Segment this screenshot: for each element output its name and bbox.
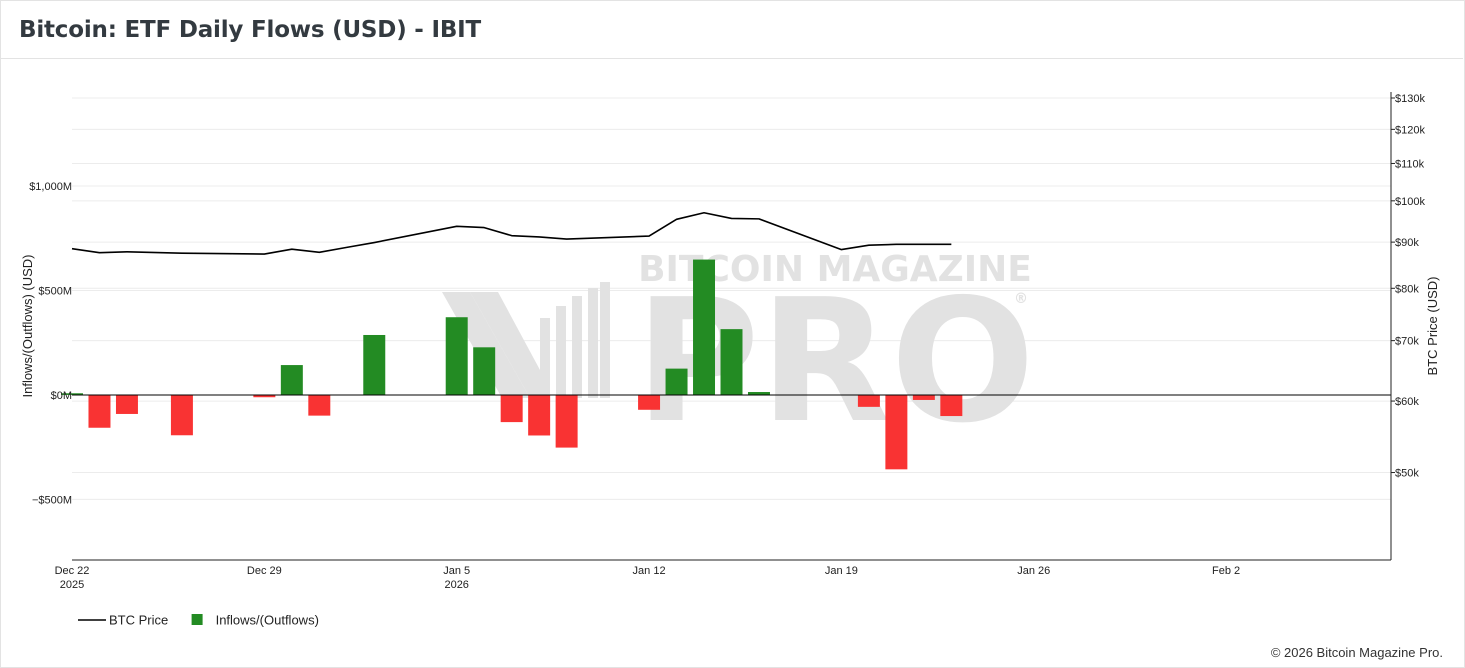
page-title: Bitcoin: ETF Daily Flows (USD) - IBIT [19, 17, 481, 43]
grid-lines [72, 97, 1391, 500]
flow-bar [720, 329, 743, 395]
flow-bar [115, 394, 138, 414]
btc-price-path [71, 211, 952, 255]
right-tick-label: $100k [1395, 196, 1425, 208]
flow-bar [747, 392, 770, 395]
flow-bar [500, 394, 523, 423]
right-axis-ticks: $130k $120k $110k $100k $90k $80k $70k $60k $50k [1391, 93, 1425, 480]
flow-bar [638, 394, 661, 410]
axes [72, 92, 1392, 561]
legend-label: Inflows/(Outflows) [216, 613, 319, 628]
left-tick-label: $1,000M [29, 181, 72, 193]
x-tick-label: Dec 29 [247, 565, 282, 577]
x-tick-label: Dec 22 [55, 565, 90, 577]
legend[interactable]: BTC Price Inflows/(Outflows) [78, 613, 319, 628]
chart-header: Bitcoin: ETF Daily Flows (USD) - IBIT [0, 0, 1463, 59]
x-tick-year: 2025 [60, 579, 84, 591]
flow-bar [528, 394, 551, 436]
flow-bar [363, 334, 386, 395]
legend-label: BTC Price [109, 613, 168, 628]
flow-bar [693, 259, 716, 395]
x-tick-year: 2026 [444, 579, 468, 591]
right-tick-label: $110k [1395, 158, 1425, 170]
right-tick-label: $90k [1395, 237, 1419, 249]
x-axis-ticks: Dec 22 2025 Dec 29 Jan 5 2026 Jan 12 Jan 19 Jan… [55, 565, 1241, 591]
right-tick-label: $60k [1395, 396, 1419, 408]
x-tick-label: Jan 26 [1017, 565, 1050, 577]
flow-bar [445, 317, 468, 395]
flow-bar [912, 394, 935, 400]
btc-price-line [71, 211, 952, 255]
flow-bar [170, 394, 193, 436]
flow-bar [857, 394, 880, 407]
flow-bar [940, 394, 963, 417]
right-tick-label: $80k [1395, 283, 1419, 295]
x-tick-label: Feb 2 [1212, 565, 1240, 577]
legend-item-btc-price[interactable]: BTC Price [78, 613, 168, 628]
flow-bar [280, 365, 303, 395]
flow-bar [88, 394, 111, 428]
right-tick-label: $50k [1395, 468, 1419, 480]
x-tick-label: Jan 5 [443, 565, 470, 577]
y-axis-left-title: Inflows/(Outflows) (USD) [20, 254, 35, 397]
left-tick-label: $0M [51, 390, 72, 402]
copyright-footer: © 2026 Bitcoin Magazine Pro. [1270, 645, 1443, 660]
left-axis-ticks: $1,000M $500M $0M −$500M [29, 181, 72, 506]
flow-bar [61, 393, 83, 395]
flow-bar [473, 347, 496, 395]
legend-item-flows[interactable]: Inflows/(Outflows) [191, 613, 319, 628]
legend-bar-icon [191, 614, 203, 625]
flow-bar [308, 394, 331, 416]
y-axis-right-title: BTC Price (USD) [1425, 277, 1440, 376]
left-tick-label: −$500M [32, 494, 72, 506]
x-tick-label: Jan 12 [633, 565, 666, 577]
watermark-reg: ® [1014, 291, 1028, 307]
flow-bar [253, 394, 276, 398]
flow-bar [665, 368, 688, 395]
flow-bar [555, 394, 578, 448]
flow-bar [885, 394, 908, 470]
flow-bars [61, 259, 963, 470]
x-tick-label: Jan 19 [825, 565, 858, 577]
right-tick-label: $120k [1395, 124, 1425, 136]
left-tick-label: $500M [38, 285, 72, 297]
right-tick-label: $70k [1395, 336, 1419, 348]
right-tick-label: $130k [1395, 93, 1425, 105]
